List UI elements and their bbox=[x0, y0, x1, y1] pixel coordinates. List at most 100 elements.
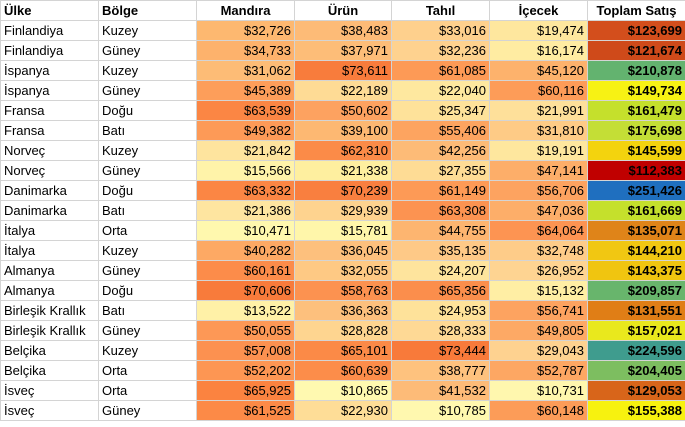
grain-cell[interactable]: $35,135 bbox=[391, 240, 490, 261]
total-sales-cell[interactable]: $143,375 bbox=[587, 260, 685, 281]
beverage-cell[interactable]: $10,731 bbox=[489, 380, 588, 401]
product-cell[interactable]: $28,828 bbox=[294, 320, 392, 341]
region-cell[interactable]: Güney bbox=[98, 320, 197, 341]
product-cell[interactable]: $22,189 bbox=[294, 80, 392, 101]
product-cell[interactable]: $58,763 bbox=[294, 280, 392, 301]
grain-cell[interactable]: $73,444 bbox=[391, 340, 490, 361]
dairy-cell[interactable]: $21,386 bbox=[196, 200, 295, 221]
total-sales-cell[interactable]: $224,596 bbox=[587, 340, 685, 361]
region-cell[interactable]: Batı bbox=[98, 300, 197, 321]
region-cell[interactable]: Kuzey bbox=[98, 60, 197, 81]
region-cell[interactable]: Güney bbox=[98, 160, 197, 181]
country-cell[interactable]: Fransa bbox=[0, 100, 99, 121]
region-cell[interactable]: Güney bbox=[98, 260, 197, 281]
product-cell[interactable]: $38,483 bbox=[294, 20, 392, 41]
beverage-cell[interactable]: $56,706 bbox=[489, 180, 588, 201]
total-sales-cell[interactable]: $155,388 bbox=[587, 400, 685, 421]
beverage-cell[interactable]: $19,191 bbox=[489, 140, 588, 161]
dairy-cell[interactable]: $50,055 bbox=[196, 320, 295, 341]
dairy-cell[interactable]: $70,606 bbox=[196, 280, 295, 301]
country-cell[interactable]: Fransa bbox=[0, 120, 99, 141]
grain-cell[interactable]: $61,085 bbox=[391, 60, 490, 81]
country-cell[interactable]: İsveç bbox=[0, 400, 99, 421]
product-cell[interactable]: $36,045 bbox=[294, 240, 392, 261]
dairy-cell[interactable]: $32,726 bbox=[196, 20, 295, 41]
header-cell-product[interactable]: Ürün bbox=[294, 0, 392, 21]
grain-cell[interactable]: $33,016 bbox=[391, 20, 490, 41]
beverage-cell[interactable]: $52,787 bbox=[489, 360, 588, 381]
total-sales-cell[interactable]: $131,551 bbox=[587, 300, 685, 321]
region-cell[interactable]: Kuzey bbox=[98, 20, 197, 41]
grain-cell[interactable]: $24,207 bbox=[391, 260, 490, 281]
header-cell-country[interactable]: Ülke bbox=[0, 0, 99, 21]
region-cell[interactable]: Orta bbox=[98, 220, 197, 241]
beverage-cell[interactable]: $47,141 bbox=[489, 160, 588, 181]
grain-cell[interactable]: $24,953 bbox=[391, 300, 490, 321]
beverage-cell[interactable]: $60,116 bbox=[489, 80, 588, 101]
beverage-cell[interactable]: $21,991 bbox=[489, 100, 588, 121]
beverage-cell[interactable]: $19,474 bbox=[489, 20, 588, 41]
region-cell[interactable]: Batı bbox=[98, 120, 197, 141]
product-cell[interactable]: $22,930 bbox=[294, 400, 392, 421]
total-sales-cell[interactable]: $123,699 bbox=[587, 20, 685, 41]
total-sales-cell[interactable]: $121,674 bbox=[587, 40, 685, 61]
grain-cell[interactable]: $61,149 bbox=[391, 180, 490, 201]
header-cell-total-sales[interactable]: Toplam Satış bbox=[587, 0, 685, 21]
region-cell[interactable]: Güney bbox=[98, 400, 197, 421]
dairy-cell[interactable]: $15,566 bbox=[196, 160, 295, 181]
dairy-cell[interactable]: $63,539 bbox=[196, 100, 295, 121]
country-cell[interactable]: Danimarka bbox=[0, 180, 99, 201]
dairy-cell[interactable]: $13,522 bbox=[196, 300, 295, 321]
grain-cell[interactable]: $10,785 bbox=[391, 400, 490, 421]
total-sales-cell[interactable]: $149,734 bbox=[587, 80, 685, 101]
grain-cell[interactable]: $41,532 bbox=[391, 380, 490, 401]
dairy-cell[interactable]: $40,282 bbox=[196, 240, 295, 261]
region-cell[interactable]: Kuzey bbox=[98, 140, 197, 161]
total-sales-cell[interactable]: $112,383 bbox=[587, 160, 685, 181]
dairy-cell[interactable]: $52,202 bbox=[196, 360, 295, 381]
region-cell[interactable]: Güney bbox=[98, 80, 197, 101]
total-sales-cell[interactable]: $145,599 bbox=[587, 140, 685, 161]
region-cell[interactable]: Güney bbox=[98, 40, 197, 61]
dairy-cell[interactable]: $60,161 bbox=[196, 260, 295, 281]
grain-cell[interactable]: $55,406 bbox=[391, 120, 490, 141]
country-cell[interactable]: İspanya bbox=[0, 80, 99, 101]
region-cell[interactable]: Kuzey bbox=[98, 340, 197, 361]
region-cell[interactable]: Batı bbox=[98, 200, 197, 221]
grain-cell[interactable]: $42,256 bbox=[391, 140, 490, 161]
country-cell[interactable]: Finlandiya bbox=[0, 40, 99, 61]
country-cell[interactable]: Birleşik Krallık bbox=[0, 300, 99, 321]
total-sales-cell[interactable]: $144,210 bbox=[587, 240, 685, 261]
grain-cell[interactable]: $44,755 bbox=[391, 220, 490, 241]
grain-cell[interactable]: $28,333 bbox=[391, 320, 490, 341]
product-cell[interactable]: $32,055 bbox=[294, 260, 392, 281]
country-cell[interactable]: Finlandiya bbox=[0, 20, 99, 41]
country-cell[interactable]: Belçika bbox=[0, 360, 99, 381]
dairy-cell[interactable]: $61,525 bbox=[196, 400, 295, 421]
dairy-cell[interactable]: $65,925 bbox=[196, 380, 295, 401]
header-cell-beverage[interactable]: İçecek bbox=[489, 0, 588, 21]
dairy-cell[interactable]: $21,842 bbox=[196, 140, 295, 161]
grain-cell[interactable]: $38,777 bbox=[391, 360, 490, 381]
country-cell[interactable]: Birleşik Krallık bbox=[0, 320, 99, 341]
country-cell[interactable]: Norveç bbox=[0, 140, 99, 161]
dairy-cell[interactable]: $57,008 bbox=[196, 340, 295, 361]
country-cell[interactable]: Norveç bbox=[0, 160, 99, 181]
region-cell[interactable]: Doğu bbox=[98, 180, 197, 201]
beverage-cell[interactable]: $45,120 bbox=[489, 60, 588, 81]
beverage-cell[interactable]: $60,148 bbox=[489, 400, 588, 421]
region-cell[interactable]: Orta bbox=[98, 360, 197, 381]
grain-cell[interactable]: $63,308 bbox=[391, 200, 490, 221]
country-cell[interactable]: İtalya bbox=[0, 220, 99, 241]
product-cell[interactable]: $15,781 bbox=[294, 220, 392, 241]
product-cell[interactable]: $39,100 bbox=[294, 120, 392, 141]
product-cell[interactable]: $37,971 bbox=[294, 40, 392, 61]
total-sales-cell[interactable]: $204,405 bbox=[587, 360, 685, 381]
header-cell-dairy[interactable]: Mandıra bbox=[196, 0, 295, 21]
total-sales-cell[interactable]: $135,071 bbox=[587, 220, 685, 241]
total-sales-cell[interactable]: $210,878 bbox=[587, 60, 685, 81]
header-cell-region[interactable]: Bölge bbox=[98, 0, 197, 21]
beverage-cell[interactable]: $26,952 bbox=[489, 260, 588, 281]
region-cell[interactable]: Kuzey bbox=[98, 240, 197, 261]
beverage-cell[interactable]: $56,741 bbox=[489, 300, 588, 321]
